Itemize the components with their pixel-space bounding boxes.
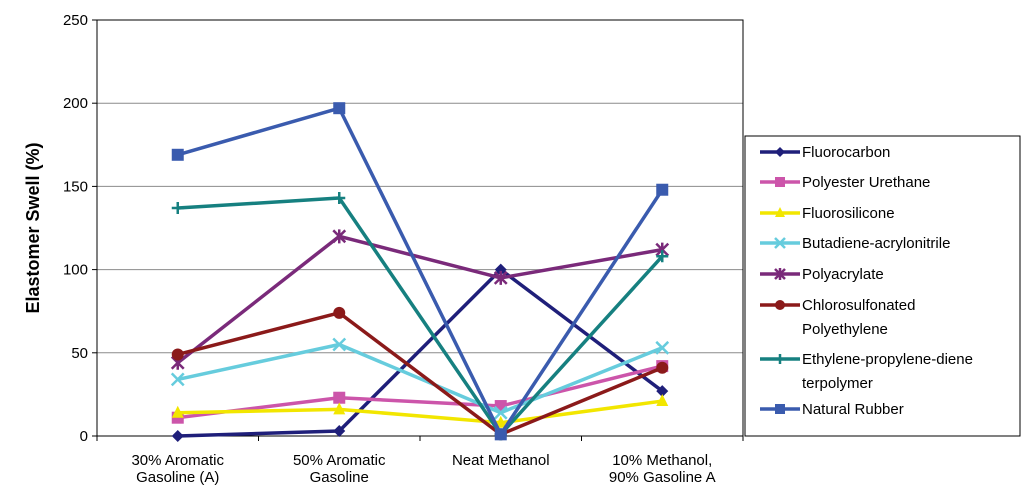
series-line <box>177 106 664 437</box>
data-point <box>332 229 347 244</box>
legend-marker <box>775 404 785 414</box>
legend-marker <box>775 300 785 310</box>
legend-label: Ethylene-propylene-diene terpolymer <box>802 351 973 392</box>
series-3 <box>170 337 670 420</box>
data-point <box>333 425 346 438</box>
data-point <box>655 340 670 355</box>
data-point <box>171 348 184 361</box>
data-point <box>171 430 184 442</box>
legend-entry: Ethylene-propylene-diene terpolymer <box>760 351 973 392</box>
legend-entry: Fluorosilicone <box>760 205 895 222</box>
series-line <box>177 364 663 420</box>
legend-entry: Natural Rubber <box>760 401 904 418</box>
y-tick-label: 0 <box>80 428 88 445</box>
legend-label: Butadiene-acrylonitrile <box>802 235 950 252</box>
legend-label: Chlorosulfonated Polyethylene <box>802 297 915 338</box>
series-line <box>177 311 663 437</box>
series-2 <box>171 394 669 428</box>
data-point <box>333 402 346 415</box>
gridlines <box>97 19 743 354</box>
legend-marker <box>775 177 785 187</box>
legend-entry: Polyester Urethane <box>760 174 930 191</box>
series-0 <box>171 263 669 442</box>
y-tick-label: 250 <box>63 12 88 29</box>
legend-marker <box>775 354 785 364</box>
legend-entry: Fluorocarbon <box>760 144 890 161</box>
legend-marker <box>774 268 786 280</box>
legend-marker <box>775 147 785 157</box>
y-tick-label: 50 <box>71 345 88 362</box>
legend-entry: Polyacrylate <box>760 266 884 283</box>
data-point <box>333 391 346 404</box>
x-category-label: 50% Aromatic Gasoline <box>293 452 386 486</box>
data-point <box>171 148 184 161</box>
x-category-label: 30% Aromatic Gasoline (A) <box>131 452 224 486</box>
data-point <box>656 361 669 374</box>
x-category-label: 10% Methanol, 90% Gasoline A <box>609 452 716 486</box>
axes: 0 50 100 150 200 250 30% Aromatic Gasoline (A) 5… <box>23 12 744 486</box>
data-point <box>333 306 346 319</box>
series-7 <box>171 102 669 441</box>
y-tick-label: 200 <box>63 95 88 112</box>
legend-label: Natural Rubber <box>802 401 904 418</box>
data-point <box>656 394 669 407</box>
legend-entry: Butadiene-acrylonitrile <box>760 235 950 252</box>
legend-box <box>744 135 1021 437</box>
data-point <box>656 250 669 263</box>
legend-label: Polyester Urethane <box>802 174 930 191</box>
series-group <box>170 102 670 442</box>
series-1 <box>171 360 669 424</box>
data-point <box>656 183 669 196</box>
legend-label: Fluorocarbon <box>802 144 890 161</box>
data-point <box>494 428 507 441</box>
data-point <box>171 405 184 418</box>
legend: Fluorocarbon Polyester Urethane Fluorosili… <box>744 135 1021 437</box>
data-point <box>656 385 669 398</box>
x-category-label: Neat Methanol <box>452 452 550 469</box>
legend-label: Fluorosilicone <box>802 205 895 222</box>
data-point <box>493 270 508 285</box>
series-4 <box>170 229 670 370</box>
y-tick-label: 100 <box>63 262 88 279</box>
data-point <box>494 263 507 276</box>
y-axis-title: Elastomer Swell (%) <box>23 142 43 313</box>
legend-marker <box>775 207 785 217</box>
series-line <box>176 234 663 365</box>
series-line <box>177 196 664 437</box>
data-point <box>333 192 346 205</box>
series-line <box>177 342 663 415</box>
data-point <box>493 405 508 420</box>
data-point <box>332 337 347 352</box>
data-point <box>171 202 184 215</box>
y-tick-label: 150 <box>63 178 88 195</box>
legend-entry: Chlorosulfonated Polyethylene <box>760 297 915 338</box>
legend-label: Polyacrylate <box>802 266 884 283</box>
data-point <box>333 102 346 115</box>
series-line <box>177 399 663 425</box>
series-line <box>177 267 664 438</box>
data-point <box>170 372 185 387</box>
legend-marker <box>774 237 786 249</box>
